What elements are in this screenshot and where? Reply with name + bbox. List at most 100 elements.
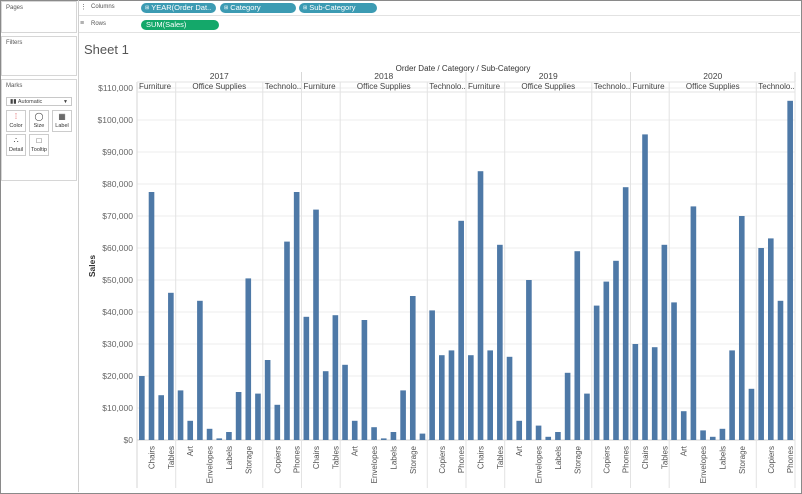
x-subcategory-label: Art xyxy=(515,445,524,456)
bar xyxy=(584,393,590,440)
bar xyxy=(477,171,484,440)
x-subcategory-label: Labels xyxy=(389,446,398,470)
x-subcategory-label: Envelopes xyxy=(535,446,544,483)
bar xyxy=(371,427,377,440)
y-tick-label: $60,000 xyxy=(102,243,133,253)
bar xyxy=(284,241,290,440)
category-header: Furniture xyxy=(139,82,172,91)
y-tick-label: $90,000 xyxy=(102,147,133,157)
sheet-title: Sheet 1 xyxy=(84,42,129,57)
y-axis-label: Sales xyxy=(87,255,97,277)
rows-label: Rows xyxy=(91,21,107,27)
bar xyxy=(729,350,735,440)
subcategory-pill[interactable]: ⊞ Sub-Category xyxy=(299,3,377,13)
mark-type-dropdown[interactable]: ▮▮ Automatic ▼ xyxy=(6,97,72,106)
bar xyxy=(245,278,252,440)
bar xyxy=(255,393,261,440)
bar xyxy=(303,316,310,440)
pages-card[interactable]: Pages xyxy=(1,1,77,33)
sum-sales-pill-label: SUM(Sales) xyxy=(146,20,187,29)
expand-icon: ⊞ xyxy=(224,5,229,11)
bar xyxy=(429,310,435,440)
x-subcategory-label: Tables xyxy=(331,446,340,469)
category-pill[interactable]: ⊞ Category xyxy=(220,3,296,13)
x-subcategory-label: Envelopes xyxy=(206,446,215,483)
bar xyxy=(158,395,164,440)
subcategory-pill-label: Sub-Category xyxy=(309,3,356,12)
detail-button[interactable]: ∴ Detail xyxy=(6,134,26,156)
bar xyxy=(622,187,629,440)
bar xyxy=(526,280,532,440)
bar xyxy=(206,428,213,440)
category-header: Furniture xyxy=(304,82,337,91)
tooltip-label: Tooltip xyxy=(31,147,47,153)
bar xyxy=(632,344,639,440)
bar xyxy=(409,296,416,440)
size-button[interactable]: ◯ Size xyxy=(29,110,49,132)
category-header: Technolo.. xyxy=(594,82,630,91)
year-pill-label: YEAR(Order Dat.. xyxy=(151,3,212,12)
year-pill[interactable]: ⊞ YEAR(Order Dat.. xyxy=(141,3,216,13)
bar xyxy=(574,251,581,440)
bar xyxy=(719,428,726,440)
pages-title: Pages xyxy=(6,5,24,11)
x-subcategory-label: Copiers xyxy=(438,446,447,474)
bar xyxy=(390,432,397,440)
x-subcategory-label: Storage xyxy=(244,445,253,474)
bar xyxy=(139,376,145,440)
x-subcategory-label: Phones xyxy=(622,446,631,473)
bar xyxy=(603,281,610,440)
year-header: 2020 xyxy=(703,71,722,81)
bar xyxy=(593,305,600,440)
bar xyxy=(777,300,784,440)
year-header: 2019 xyxy=(539,71,558,81)
bar xyxy=(661,244,668,440)
x-subcategory-label: Tables xyxy=(660,446,669,469)
x-subcategory-label: Phones xyxy=(786,446,795,473)
bar xyxy=(226,432,232,440)
label-label: Label xyxy=(55,123,69,129)
bar xyxy=(497,244,503,440)
rows-shelf[interactable]: ≡ Rows SUM(Sales) xyxy=(79,18,800,33)
x-subcategory-label: Storage xyxy=(738,445,747,474)
columns-shelf[interactable]: ⋮ Columns ⊞ YEAR(Order Dat.. ⊞ Category ⊞ S… xyxy=(79,1,800,16)
bar xyxy=(342,364,348,440)
bar xyxy=(177,390,184,440)
bar xyxy=(380,438,387,440)
color-button[interactable]: ⁞ Color xyxy=(6,110,26,132)
bar xyxy=(168,292,174,440)
bar xyxy=(351,420,358,440)
x-subcategory-label: Labels xyxy=(225,446,234,470)
x-subcategory-label: Copiers xyxy=(767,446,776,474)
category-pill-label: Category xyxy=(230,3,261,12)
chevron-down-icon: ▼ xyxy=(63,99,68,105)
bar-chart-icon: ▮▮ xyxy=(10,99,17,105)
x-subcategory-label: Tables xyxy=(496,446,505,469)
bar xyxy=(448,350,455,440)
sum-sales-pill[interactable]: SUM(Sales) xyxy=(141,20,219,30)
filters-card[interactable]: Filters xyxy=(1,36,77,76)
bar xyxy=(516,420,523,440)
x-subcategory-label: Chairs xyxy=(312,446,321,469)
bar xyxy=(458,220,464,440)
x-subcategory-label: Chairs xyxy=(641,446,650,469)
tooltip-button[interactable]: □ Tooltip xyxy=(29,134,49,156)
bar xyxy=(332,315,339,440)
label-button[interactable]: ▦ Label xyxy=(52,110,72,132)
x-subcategory-label: Phones xyxy=(293,446,302,473)
x-subcategory-label: Chairs xyxy=(148,446,157,469)
bar xyxy=(361,320,368,440)
x-subcategory-label: Storage xyxy=(573,445,582,474)
bar xyxy=(313,209,319,440)
category-header: Office Supplies xyxy=(686,82,740,91)
left-pane-divider xyxy=(78,0,79,492)
bar xyxy=(197,300,203,440)
x-subcategory-label: Art xyxy=(680,445,689,456)
year-header: 2017 xyxy=(210,71,229,81)
y-tick-label: $80,000 xyxy=(102,179,133,189)
y-tick-label: $30,000 xyxy=(102,339,133,349)
bar xyxy=(613,260,619,440)
x-subcategory-label: Envelopes xyxy=(370,446,379,483)
y-tick-label: $110,000 xyxy=(98,83,133,93)
